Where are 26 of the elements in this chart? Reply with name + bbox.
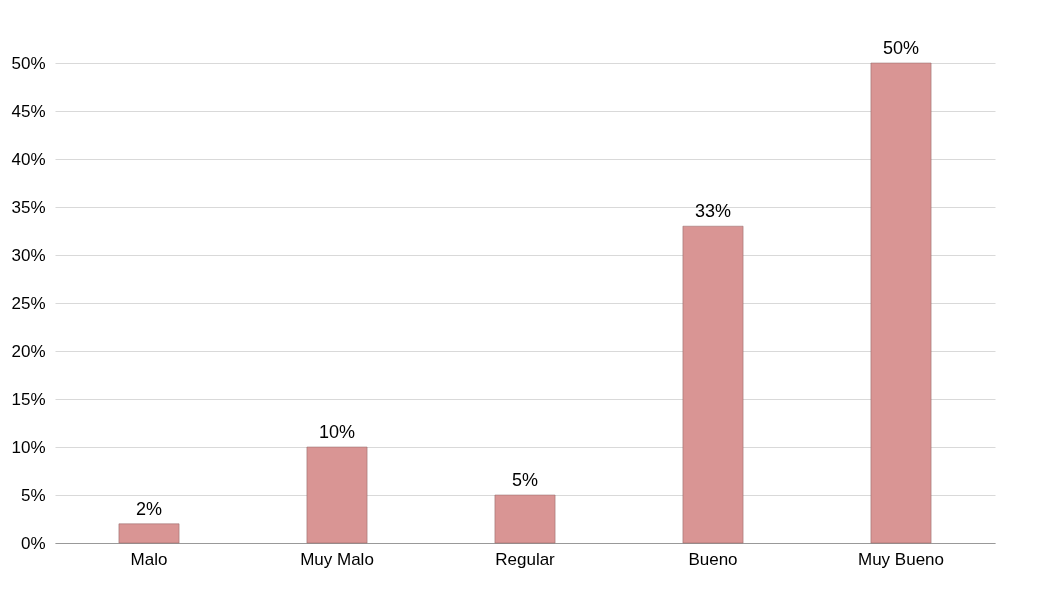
y-tick-label: 25% bbox=[11, 293, 46, 313]
x-tick-label: Bueno bbox=[688, 549, 738, 569]
data-label: 33% bbox=[694, 201, 732, 222]
data-label: 5% bbox=[511, 470, 539, 490]
bar bbox=[306, 446, 368, 544]
y-tick-label: 30% bbox=[11, 245, 46, 265]
y-tick-label: 5% bbox=[20, 485, 46, 505]
y-tick-label: 40% bbox=[11, 149, 46, 169]
data-label: 50% bbox=[882, 38, 920, 58]
x-tick-label: Muy Bueno bbox=[858, 549, 944, 569]
y-tick-label: 0% bbox=[20, 533, 46, 553]
x-tick-label: Regular bbox=[495, 549, 556, 569]
y-tick-label: 15% bbox=[11, 389, 46, 409]
y-tick-label: 20% bbox=[11, 341, 46, 361]
bar bbox=[494, 494, 556, 544]
data-label: 2% bbox=[135, 498, 163, 519]
y-tick-label: 10% bbox=[11, 437, 46, 457]
bar bbox=[682, 225, 744, 544]
data-label: 10% bbox=[318, 422, 356, 442]
bar bbox=[118, 523, 180, 544]
y-tick-label: 50% bbox=[11, 53, 46, 73]
bar bbox=[870, 62, 932, 544]
x-tick-label: Malo bbox=[130, 549, 168, 569]
y-tick-label: 35% bbox=[11, 197, 46, 217]
x-tick-label: Muy Malo bbox=[300, 549, 374, 569]
y-tick-label: 45% bbox=[11, 101, 46, 121]
